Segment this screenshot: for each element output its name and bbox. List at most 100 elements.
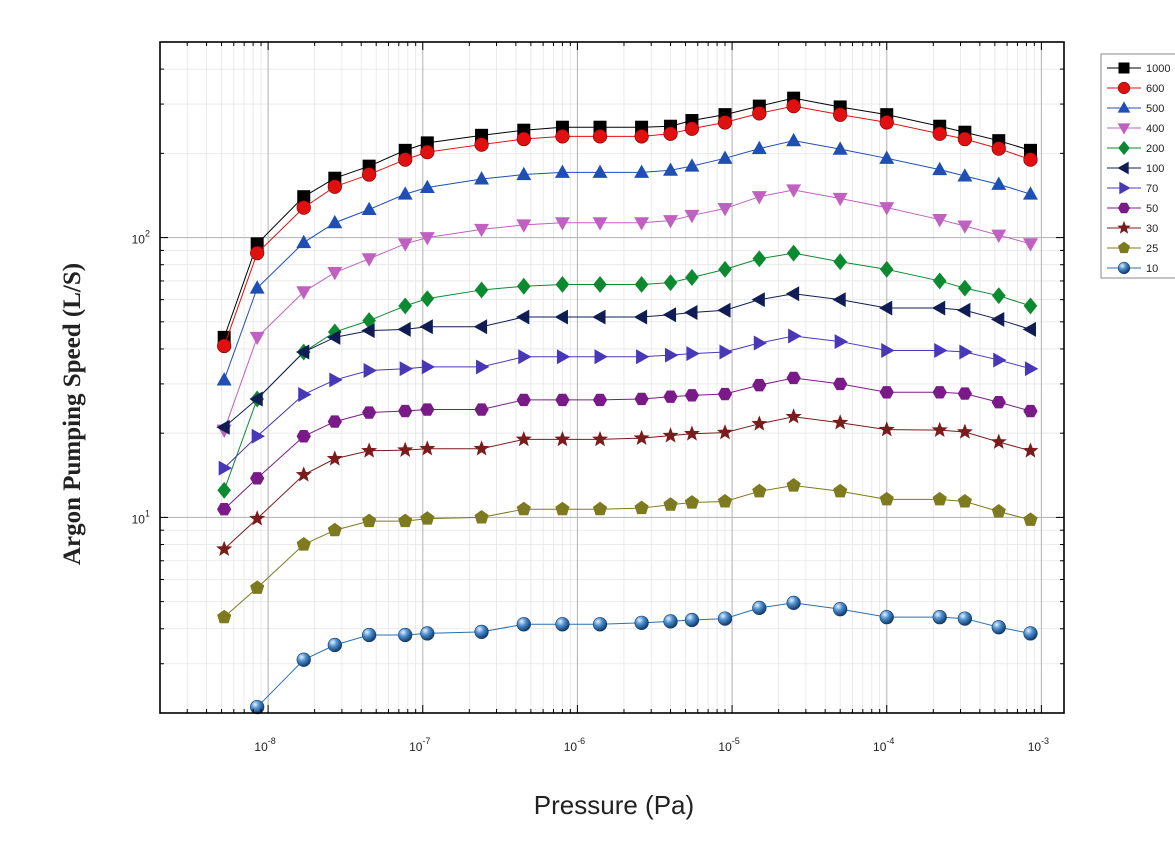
data-point-100 (662, 307, 677, 323)
legend-item-50: 50 (1107, 202, 1158, 215)
data-point-30 (956, 423, 973, 439)
data-point-500 (516, 166, 532, 181)
data-point-200 (752, 250, 767, 268)
data-point-30 (515, 430, 532, 447)
data-point-10 (833, 602, 848, 617)
data-point-200 (833, 253, 848, 271)
data-point-600 (957, 131, 972, 147)
data-point-400 (957, 220, 973, 234)
data-point-500 (592, 164, 608, 178)
legend-marker (1117, 220, 1131, 234)
data-point-30 (683, 425, 700, 441)
legend-label: 10 (1146, 263, 1158, 275)
series-70 (218, 328, 1039, 476)
data-point-70 (665, 347, 679, 363)
y-tick-label: 101 (132, 508, 150, 526)
data-point-500 (663, 162, 679, 176)
data-point-600 (879, 115, 894, 130)
data-point-500 (932, 161, 948, 176)
data-point-400 (663, 215, 679, 229)
data-point-600 (592, 129, 608, 144)
data-point-25 (420, 511, 435, 525)
data-point-25 (991, 504, 1006, 518)
data-point-10 (752, 600, 767, 616)
series-100 (216, 286, 1037, 435)
data-point-25 (833, 483, 848, 498)
data-point-50 (1023, 404, 1038, 418)
x-tick-label: 10-3 (1028, 736, 1049, 754)
data-point-200 (1023, 297, 1038, 315)
data-point-25 (752, 483, 767, 498)
legend-item-30: 30 (1107, 220, 1158, 235)
legend-label: 600 (1146, 83, 1164, 95)
data-point-600 (663, 126, 678, 141)
data-point-50 (474, 403, 489, 416)
data-point-500 (1023, 186, 1038, 200)
data-point-70 (881, 342, 895, 358)
data-point-30 (633, 429, 650, 445)
legend-label: 400 (1146, 123, 1164, 135)
data-point-70 (518, 349, 532, 365)
data-point-70 (251, 428, 265, 444)
data-point-400 (1023, 238, 1038, 252)
data-point-10 (420, 626, 435, 641)
data-point-70 (636, 349, 650, 365)
data-point-25 (932, 491, 947, 506)
legend-marker (1117, 123, 1131, 135)
legend-marker (1118, 62, 1130, 74)
data-point-400 (296, 286, 312, 300)
data-point-30 (361, 442, 378, 458)
data-point-200 (420, 290, 435, 308)
data-point-500 (879, 150, 895, 164)
series-25 (217, 478, 1038, 624)
data-point-25 (786, 478, 801, 492)
data-point-500 (832, 141, 848, 155)
data-point-600 (991, 141, 1006, 156)
data-point-100 (990, 311, 1005, 327)
x-tick-label: 10-5 (718, 736, 739, 754)
data-point-30 (216, 540, 233, 557)
data-point-70 (594, 349, 608, 365)
data-point-200 (398, 297, 413, 315)
data-point-25 (634, 500, 649, 515)
series-line-50 (223, 377, 1031, 510)
series-line-10 (256, 602, 1031, 708)
series-line-30 (223, 416, 1031, 550)
data-point-70 (834, 334, 848, 350)
data-point-30 (931, 421, 948, 438)
series-30 (216, 408, 1039, 557)
data-point-200 (932, 272, 947, 290)
data-point-50 (592, 393, 608, 407)
data-point-50 (833, 377, 848, 391)
data-point-10 (786, 595, 801, 610)
data-point-10 (663, 614, 678, 629)
data-point-100 (633, 309, 648, 325)
data-point-50 (991, 396, 1006, 409)
data-point-500 (991, 176, 1007, 190)
data-point-70 (421, 359, 436, 375)
data-point-100 (397, 321, 411, 337)
x-tick-label: 10-8 (254, 736, 275, 754)
legend-marker (1117, 241, 1131, 254)
data-point-400 (786, 184, 802, 198)
data-point-400 (717, 203, 733, 217)
series-line-1000 (223, 97, 1031, 338)
data-point-30 (397, 441, 414, 457)
data-point-30 (419, 440, 436, 456)
data-point-100 (832, 292, 846, 308)
legend-marker (1119, 181, 1131, 195)
data-point-100 (751, 292, 765, 308)
data-point-70 (934, 342, 948, 358)
data-point-70 (363, 363, 377, 378)
data-point-400 (361, 253, 377, 267)
series-layer (216, 91, 1039, 715)
data-point-70 (476, 359, 490, 375)
data-point-25 (327, 522, 342, 537)
series-line-500 (223, 140, 1031, 381)
legend-marker (1117, 261, 1131, 275)
data-point-400 (751, 191, 767, 205)
data-point-10 (717, 611, 733, 626)
data-point-25 (592, 501, 608, 516)
data-point-50 (555, 393, 570, 407)
data-point-600 (1023, 152, 1038, 167)
